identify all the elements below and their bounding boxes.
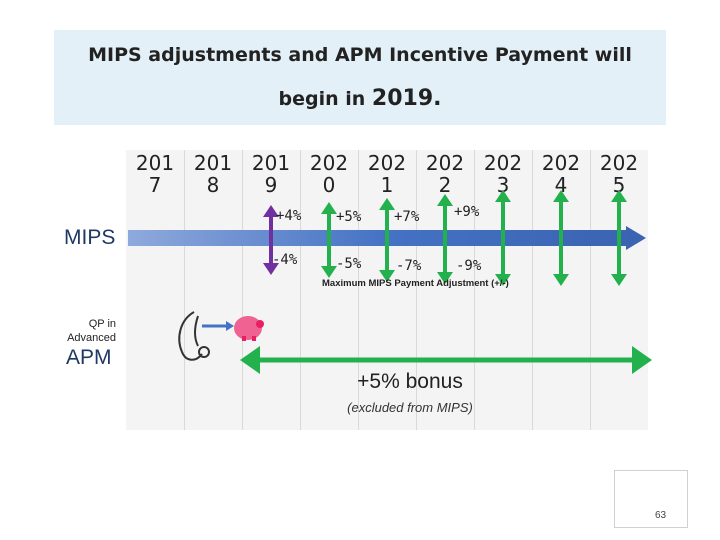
year-2025: 202 5 bbox=[599, 151, 639, 197]
adjustment-arrow-2022 bbox=[437, 194, 453, 284]
plus-9-label: +9% bbox=[454, 204, 480, 220]
bonus-note: (excluded from MIPS) bbox=[347, 400, 473, 415]
stethoscope-piggy-bank-icon bbox=[178, 311, 264, 361]
max-adjustment-label: Maximum MIPS Payment Adjustment (+/-) bbox=[322, 278, 509, 289]
title-line-2-text: begin in bbox=[278, 88, 372, 110]
column-divider bbox=[358, 150, 359, 430]
mips-row-label: MIPS bbox=[64, 226, 116, 249]
minus-9-label: -9% bbox=[456, 258, 482, 274]
title-line-1: MIPS adjustments and APM Incentive Payme… bbox=[88, 44, 632, 66]
minus-7-label: -7% bbox=[396, 258, 422, 274]
adjustment-arrow-2020 bbox=[321, 202, 337, 278]
minus-5-label: -5% bbox=[336, 256, 362, 272]
adjustment-arrow-2019 bbox=[263, 205, 279, 275]
year-2018: 201 8 bbox=[193, 151, 233, 197]
column-divider bbox=[300, 150, 301, 430]
bonus-label: +5% bonus bbox=[357, 370, 463, 393]
column-divider bbox=[590, 150, 591, 430]
qp-label-line-2: Advanced bbox=[67, 332, 116, 344]
adjustment-arrow-2021 bbox=[379, 198, 395, 282]
year-2017: 201 7 bbox=[135, 151, 175, 197]
minus-4-label: -4% bbox=[272, 252, 298, 268]
plus-5-label: +5% bbox=[336, 209, 362, 225]
year-2023: 202 3 bbox=[483, 151, 523, 197]
adjustment-arrow-2024 bbox=[553, 190, 569, 286]
year-2024: 202 4 bbox=[541, 151, 581, 197]
adjustment-arrow-2023 bbox=[495, 190, 511, 286]
adjustment-arrow-2025 bbox=[611, 190, 627, 286]
apm-bonus-arrow bbox=[240, 346, 652, 374]
year-2021: 202 1 bbox=[367, 151, 407, 197]
year-2022: 202 2 bbox=[425, 151, 465, 197]
year-2019: 201 9 bbox=[251, 151, 291, 197]
page-number: 63 bbox=[655, 510, 667, 521]
page-number-box bbox=[614, 470, 688, 528]
column-divider bbox=[184, 150, 185, 430]
title-year: 2019. bbox=[371, 86, 442, 111]
title-box: MIPS adjustments and APM Incentive Payme… bbox=[54, 30, 666, 125]
plus-4-label: +4% bbox=[276, 208, 302, 224]
column-divider bbox=[474, 150, 475, 430]
qp-label-line-1: QP in bbox=[88, 318, 116, 330]
column-divider bbox=[242, 150, 243, 430]
plus-7-label: +7% bbox=[394, 209, 420, 225]
year-2020: 202 0 bbox=[309, 151, 349, 197]
column-divider bbox=[532, 150, 533, 430]
apm-row-label: APM bbox=[66, 346, 112, 369]
title-line-2: begin in 2019. bbox=[54, 86, 666, 111]
column-divider bbox=[416, 150, 417, 430]
